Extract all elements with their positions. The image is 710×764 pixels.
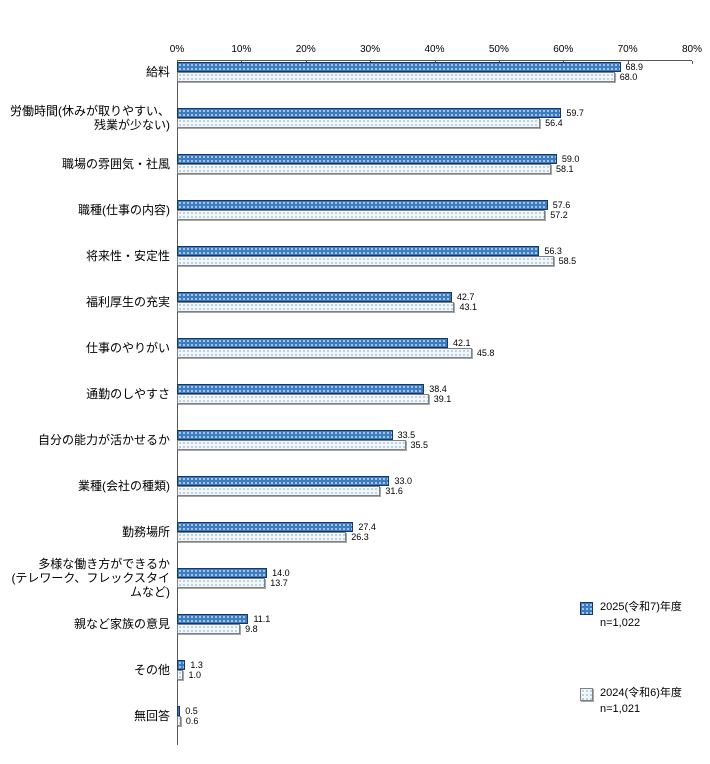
legend-sample-2025: n=1,022	[600, 617, 641, 629]
bar-2025	[177, 522, 354, 532]
bar-2025	[177, 62, 621, 72]
value-label-2024: 58.1	[556, 164, 574, 174]
value-label-2024: 58.5	[558, 256, 577, 266]
value-label-2024: 56.4	[545, 118, 563, 128]
bar-2025	[177, 246, 540, 256]
bar-2025	[177, 568, 268, 578]
bar-2025	[177, 614, 249, 624]
bar-2025	[177, 154, 557, 164]
value-label-2025: 11.1	[253, 614, 271, 624]
value-label-2024: 45.8	[476, 348, 495, 358]
value-label-2025: 38.4	[429, 384, 447, 394]
category-label: 親など家族の意見	[73, 617, 170, 631]
category-label: 無回答	[133, 709, 170, 723]
legend-sample-2024: n=1,021	[600, 703, 641, 715]
value-label-2024: 31.6	[385, 486, 403, 496]
value-label-2024: 1.0	[188, 670, 201, 680]
category-label: 職場の雰囲気・社風	[61, 157, 170, 171]
value-label-2025: 59.7	[566, 108, 584, 118]
bar-2024	[177, 348, 472, 358]
bar-2024	[177, 210, 546, 220]
bar-2025	[177, 660, 186, 670]
value-label-2024: 57.2	[550, 210, 568, 220]
bar-2024	[177, 440, 406, 450]
x-tick-label: 10%	[231, 44, 252, 55]
x-tick-label: 80%	[681, 44, 703, 55]
bar-2024	[177, 118, 541, 128]
value-label-2024: 26.3	[351, 532, 369, 542]
bar-2024	[177, 302, 455, 312]
bar-2025	[177, 430, 393, 440]
bar-2024	[177, 164, 552, 174]
bar-2025	[177, 108, 562, 118]
bar-2024	[177, 486, 381, 496]
legend-label-2024: 2024(令和6)年度	[600, 687, 682, 699]
category-label: その他	[133, 663, 170, 677]
bar-2025	[177, 384, 425, 394]
x-tick-label: 40%	[424, 44, 445, 55]
value-label-2025: 57.6	[552, 200, 571, 210]
bar-2025	[177, 200, 548, 210]
bar-2024	[177, 394, 429, 404]
x-tick-label: 20%	[295, 44, 316, 55]
value-label-2024: 39.1	[433, 394, 452, 404]
legend-swatch-2025	[580, 602, 593, 615]
bar-2024	[177, 256, 554, 266]
legend-swatch-2024	[580, 688, 593, 701]
value-label-2025: 0.5	[185, 706, 198, 716]
bar-2024	[177, 716, 181, 726]
value-label-2025: 33.5	[397, 430, 416, 440]
bar-2025	[177, 292, 452, 302]
category-label: 職種(仕事の内容)	[78, 203, 170, 217]
category-label: 業種(会社の種類)	[78, 479, 170, 493]
x-tick-label: 0%	[169, 44, 185, 55]
value-label-2025: 56.3	[544, 246, 562, 256]
bar-2024	[177, 72, 615, 82]
category-label: 将来性・安定性	[85, 249, 170, 263]
value-label-2025: 33.0	[394, 476, 412, 486]
value-label-2025: 1.3	[190, 660, 203, 670]
value-label-2024: 0.6	[185, 716, 199, 726]
value-label-2025: 68.9	[625, 62, 644, 72]
bar-2024	[177, 578, 266, 588]
bar-2025	[177, 706, 181, 716]
category-label: 仕事のやりがい	[85, 341, 170, 355]
category-label: 福利厚生の充実	[85, 295, 170, 309]
category-label: 労働時間(休みが取りやすい、 残業が少ない)	[10, 104, 170, 132]
x-tick-mark	[692, 61, 693, 64]
x-tick-mark	[627, 61, 629, 64]
bar-2024	[177, 670, 184, 680]
value-label-2024: 13.7	[270, 578, 288, 588]
category-label: 給料	[145, 65, 170, 79]
value-label-2025: 42.1	[453, 338, 471, 348]
category-label: 多様な働き方ができるか (テレワーク、フレックスタイムなど)	[11, 557, 170, 599]
x-axis-line	[177, 60, 692, 61]
value-label-2024: 43.1	[459, 302, 477, 312]
value-label-2025: 27.4	[358, 522, 376, 532]
category-label: 通勤のしやすさ	[86, 387, 170, 401]
value-label-2025: 59.0	[561, 154, 580, 164]
value-label-2024: 35.5	[410, 440, 429, 450]
bar-2024	[177, 624, 241, 634]
x-tick-label: 50%	[488, 44, 509, 55]
value-label-2024: 9.8	[245, 624, 258, 634]
x-tick-label: 30%	[360, 44, 381, 55]
value-label-2024: 68.0	[619, 72, 638, 82]
legend-label-2025: 2025(令和7)年度	[600, 601, 682, 613]
x-tick-label: 70%	[617, 44, 638, 55]
bar-2025	[177, 338, 449, 348]
value-label-2025: 42.7	[456, 292, 475, 302]
category-label: 勤務場所	[121, 525, 170, 539]
category-label: 自分の能力が活かせるか	[37, 433, 170, 447]
bar-2025	[177, 476, 390, 486]
bar-2024	[177, 532, 347, 542]
x-tick-label: 60%	[553, 44, 574, 55]
value-label-2025: 14.0	[272, 568, 290, 578]
